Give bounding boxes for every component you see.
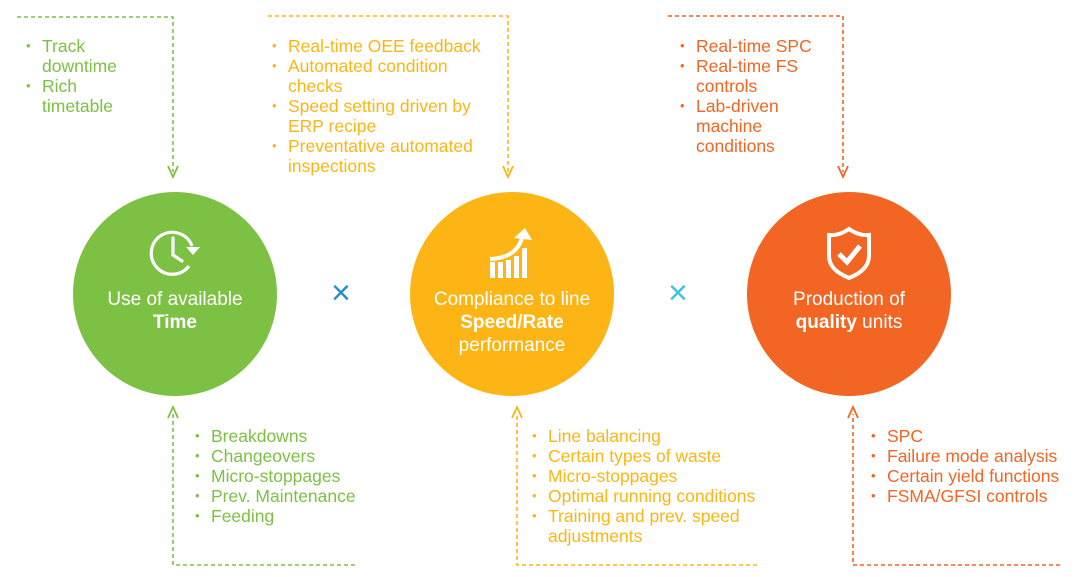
connector-quality-top xyxy=(668,15,844,172)
label-line: performance xyxy=(458,335,566,356)
list-item: Lab-driven machine conditions xyxy=(680,96,836,156)
list-item: Speed setting driven by ERP recipe xyxy=(272,96,488,136)
list-item: Micro-stoppages xyxy=(195,466,401,486)
connector-time-top xyxy=(17,16,174,172)
arrow-down-icon xyxy=(502,165,514,180)
list-item: Micro-stoppages xyxy=(532,466,798,486)
list-item: Real-time OEE feedback xyxy=(272,36,488,56)
speed-top-list: Real-time OEE feedback Automated conditi… xyxy=(272,36,488,176)
arrow-up-icon xyxy=(511,404,523,419)
quality-bottom-list: SPC Failure mode analysis Certain yield … xyxy=(871,426,1067,506)
list-item: Breakdowns xyxy=(195,426,401,446)
arrow-down-icon xyxy=(837,165,849,180)
circle-time: Use of available Time xyxy=(73,192,277,396)
list-item: SPC xyxy=(871,426,1067,446)
label-bold: Time xyxy=(152,312,197,333)
circle-label: Use of available Time xyxy=(73,288,277,334)
arrow-down-icon xyxy=(167,165,179,180)
label-rest: units xyxy=(856,312,903,333)
connector-speed-top xyxy=(268,15,509,172)
list-item: Line balancing xyxy=(532,426,798,446)
quality-top-list: Real-time SPC Real-time FS controls Lab-… xyxy=(680,36,836,156)
list-item: FSMA/GFSI controls xyxy=(871,486,1067,506)
list-item: Track downtime xyxy=(26,36,152,76)
list-item: Optimal running conditions xyxy=(532,486,798,506)
list-item: Training and prev. speed adjustments xyxy=(532,506,798,546)
list-item: Preventative automated inspections xyxy=(272,136,488,176)
list-item: Rich timetable xyxy=(26,76,152,116)
label-line: quality units xyxy=(747,311,951,334)
list-item: Feeding xyxy=(195,506,401,526)
connector-quality-bottom xyxy=(852,414,1060,566)
list-item: Certain yield functions xyxy=(871,466,1067,486)
circle-speed: Compliance to line Speed/Rate performanc… xyxy=(410,192,614,396)
list-item: Prev. Maintenance xyxy=(195,486,401,506)
arrow-up-icon xyxy=(847,404,859,419)
list-item: Real-time FS controls xyxy=(680,56,836,96)
circle-quality: Production of quality units xyxy=(747,192,951,396)
list-item: Certain types of waste xyxy=(532,446,798,466)
arrow-up-icon xyxy=(167,404,179,419)
time-bottom-list: Breakdowns Changeovers Micro-stoppages P… xyxy=(195,426,401,526)
label-bold: Speed/Rate xyxy=(460,312,564,333)
clock-refresh-icon xyxy=(149,230,200,276)
shield-check-icon xyxy=(827,226,871,280)
list-item: Failure mode analysis xyxy=(871,446,1067,466)
multiply-icon: × xyxy=(331,274,351,312)
list-item: Changeovers xyxy=(195,446,401,466)
connector-speed-bottom xyxy=(516,414,757,566)
circle-label: Compliance to line Speed/Rate performanc… xyxy=(410,288,614,357)
label-line: Use of available xyxy=(107,289,243,310)
multiply-icon: × xyxy=(668,274,688,312)
time-top-list: Track downtime Rich timetable xyxy=(26,36,152,116)
connector-time-bottom xyxy=(172,414,355,566)
label-bold: quality xyxy=(795,312,857,333)
list-item: Real-time SPC xyxy=(680,36,836,56)
circle-label: Production of quality units xyxy=(747,288,951,334)
label-line: Production of xyxy=(793,289,905,310)
list-item: Automated condition checks xyxy=(272,56,488,96)
growth-chart-icon xyxy=(489,228,532,278)
label-line: Compliance to line xyxy=(433,289,591,310)
speed-bottom-list: Line balancing Certain types of waste Mi… xyxy=(532,426,798,546)
